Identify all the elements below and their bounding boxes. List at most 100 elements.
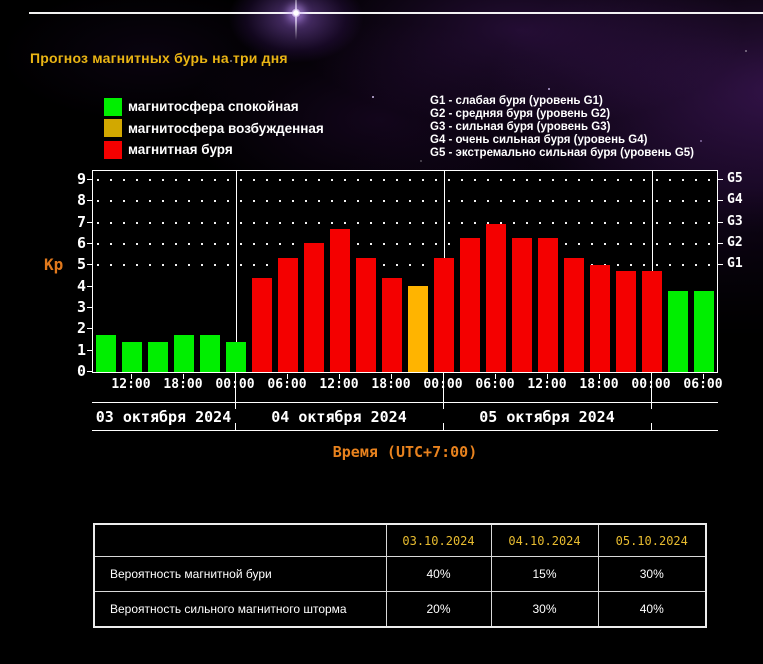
- right-axis-tick: [718, 264, 723, 266]
- y-axis-tick-label: 3: [76, 297, 86, 316]
- legend-label: магнитная буря: [128, 142, 233, 158]
- legend-item-quiet: магнитосфера спокойная: [104, 96, 324, 118]
- time-tick: [234, 373, 236, 402]
- kp-bar: [174, 334, 194, 372]
- y-axis-tick-label: 1: [76, 340, 86, 359]
- time-tick-label: 12:00: [527, 377, 567, 392]
- time-tick: [598, 374, 600, 379]
- grid-dotted-line: [97, 221, 715, 224]
- kp-bar: [122, 342, 142, 372]
- date-band-tick: [650, 423, 652, 430]
- kp-bar: [668, 290, 688, 372]
- time-tick: [130, 374, 132, 379]
- time-tick-label: 18:00: [579, 377, 619, 392]
- kp-bar: [356, 257, 376, 372]
- time-tick: [390, 374, 392, 379]
- time-tick: [494, 374, 496, 379]
- y-axis-tick-label: 9: [76, 169, 86, 188]
- y-axis-tick-label: 6: [76, 233, 86, 252]
- date-band: 03 октября 2024 04 октября 2024 05 октября…: [92, 402, 718, 431]
- chart-legend: магнитосфера спокойная магнитосфера возб…: [104, 96, 324, 161]
- time-tick-label: 06:00: [683, 377, 723, 392]
- y-axis-tick-label: 5: [76, 255, 86, 274]
- time-tick: [442, 373, 444, 402]
- g-level-axis-label: G2: [727, 234, 743, 250]
- quiet-color-swatch: [104, 97, 122, 116]
- y-axis-tick-label: 2: [76, 319, 86, 338]
- kp-bar: [460, 237, 480, 372]
- time-tick-label: 18:00: [163, 377, 203, 392]
- kp-bar: [486, 223, 506, 372]
- g5-description: G5 - экстремально сильная буря (уровень …: [430, 146, 694, 159]
- y-axis-tick-label: 7: [76, 212, 86, 231]
- time-tick-label: 00:00: [631, 377, 671, 392]
- time-tick: [702, 374, 704, 379]
- grid-dotted-line: [97, 178, 715, 181]
- kp-bar: [434, 257, 454, 372]
- g2-description: G2 - средняя буря (уровень G2): [430, 107, 611, 120]
- kp-bar: [278, 257, 298, 372]
- g-level-axis-label: G5: [727, 170, 743, 186]
- right-axis-tick: [718, 178, 723, 180]
- g4-description: G4 - очень сильная буря (уровень G4): [430, 133, 648, 146]
- kp-bar: [252, 278, 272, 372]
- time-tick: [650, 373, 652, 402]
- y-axis-tick-label: 4: [76, 276, 86, 295]
- page-title: Прогноз магнитных бурь на три дня: [30, 50, 288, 66]
- g-level-axis-label: G3: [727, 213, 743, 229]
- date-label: 05 октября 2024: [479, 408, 615, 426]
- kp-bar: [304, 242, 324, 372]
- table-row: Вероятность сильного магнитного шторма 2…: [93, 591, 707, 628]
- table-row: Вероятность магнитной бури 40% 15% 30%: [93, 556, 707, 592]
- y-axis-tick-label: 8: [76, 191, 86, 210]
- row-label: Вероятность сильного магнитного шторма: [93, 591, 387, 628]
- date-band-tick: [442, 403, 444, 409]
- probability-value: 15%: [490, 556, 599, 592]
- kp-bar: [564, 257, 584, 372]
- storm-level-descriptions: G1 - слабая буря (уровень G1) G2 - средн…: [430, 95, 694, 160]
- probability-value: 30%: [490, 591, 599, 628]
- excited-color-swatch: [104, 119, 122, 138]
- time-tick: [338, 374, 340, 379]
- table-header-row: 03.10.2024 04.10.2024 05.10.2024: [93, 523, 707, 557]
- g3-description: G3 - сильная буря (уровень G3): [430, 120, 611, 133]
- date-band-tick: [650, 403, 652, 409]
- y-axis-title: Kp: [44, 255, 64, 274]
- right-axis-tick: [718, 200, 723, 202]
- legend-item-excited: магнитосфера возбужденная: [104, 118, 324, 140]
- probability-value: 40%: [385, 556, 492, 592]
- kp-bar: [590, 265, 610, 372]
- kp-bar: [382, 278, 402, 372]
- kp-bar: [642, 270, 662, 372]
- g-level-axis-label: G1: [727, 256, 743, 272]
- right-axis-tick: [718, 242, 723, 244]
- top-divider-line: [29, 12, 763, 14]
- kp-bar: [538, 237, 558, 372]
- kp-bar: [200, 334, 220, 372]
- grid-dotted-line: [97, 200, 715, 203]
- time-tick: [286, 374, 288, 379]
- probability-value: 20%: [385, 591, 492, 628]
- time-tick: [182, 374, 184, 379]
- row-label: Вероятность магнитной бури: [93, 556, 387, 592]
- probability-value: 30%: [597, 556, 707, 592]
- time-tick-label: 00:00: [423, 377, 463, 392]
- kp-bar: [330, 228, 350, 372]
- date-band-tick: [442, 423, 444, 430]
- y-axis-tick-label: 0: [76, 362, 86, 380]
- grid-dotted-line: [97, 264, 715, 267]
- legend-label: магнитосфера возбужденная: [128, 120, 324, 136]
- date-label: 03 октября 2024: [95, 408, 232, 426]
- time-tick-label: 12:00: [111, 377, 151, 392]
- storm-probability-table: 03.10.2024 04.10.2024 05.10.2024 Вероятн…: [93, 523, 707, 628]
- kp-bar: [512, 237, 532, 372]
- kp-bar: [226, 342, 246, 372]
- date-band-tick: [234, 423, 236, 430]
- kp-bar: [148, 342, 168, 372]
- table-corner-cell: [93, 523, 387, 557]
- bright-star-icon: [291, 8, 301, 18]
- kp-bar-chart-plot-area: [92, 170, 718, 373]
- x-axis-title: Время (UTC+7:00): [332, 443, 478, 461]
- time-tick-label: 18:00: [371, 377, 411, 392]
